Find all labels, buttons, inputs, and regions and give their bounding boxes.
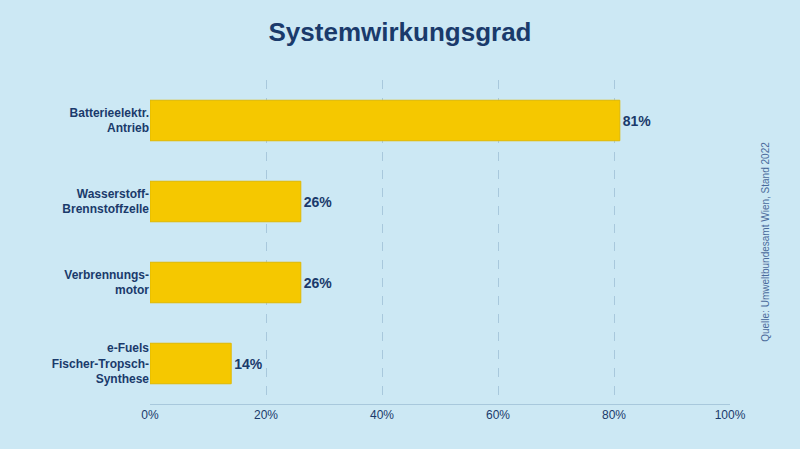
svg-text:80%: 80% [602, 408, 626, 422]
svg-text:Systemwirkungsgrad: Systemwirkungsgrad [269, 17, 532, 47]
svg-text:20%: 20% [254, 408, 278, 422]
svg-text:Wasserstoff-Brennstoffzelle: Wasserstoff-Brennstoffzelle [62, 187, 149, 217]
svg-text:Batterieelektr.Antrieb: Batterieelektr.Antrieb [70, 106, 149, 136]
svg-text:40%: 40% [370, 408, 394, 422]
svg-text:Verbrennungs-motor: Verbrennungs-motor [64, 268, 149, 298]
svg-text:Quelle: Umweltbundesamt Wien,: Quelle: Umweltbundesamt Wien, Stand 2022 [760, 142, 771, 342]
svg-text:100%: 100% [715, 408, 746, 422]
svg-text:81%: 81% [623, 113, 652, 129]
svg-text:0%: 0% [141, 408, 159, 422]
svg-text:26%: 26% [304, 194, 333, 210]
svg-text:60%: 60% [486, 408, 510, 422]
svg-text:14%: 14% [234, 356, 263, 372]
svg-text:26%: 26% [304, 275, 333, 291]
svg-text:e-FuelsFischer-Tropsch-Synthes: e-FuelsFischer-Tropsch-Synthese [52, 341, 150, 386]
